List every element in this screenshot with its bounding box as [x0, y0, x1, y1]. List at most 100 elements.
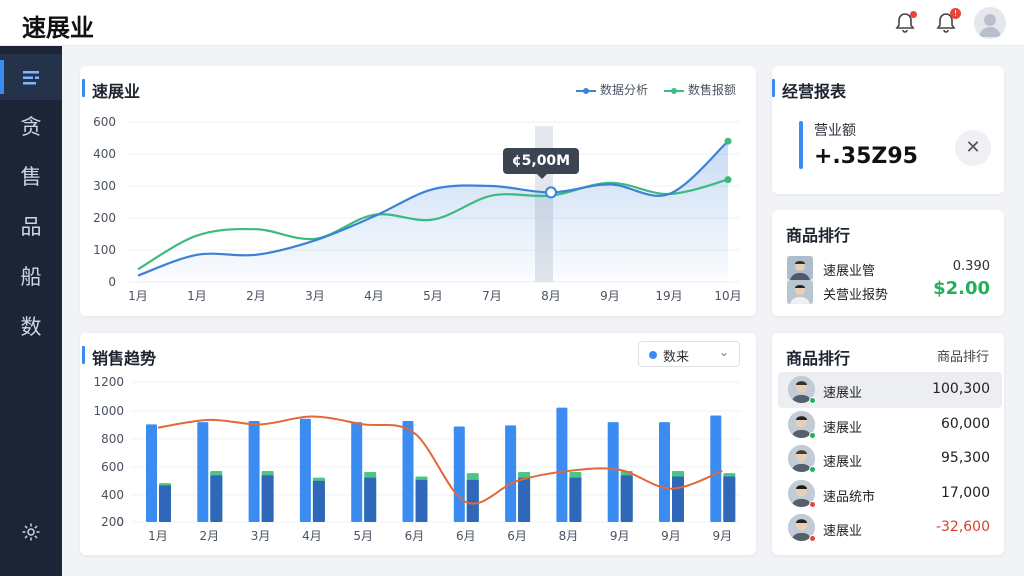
product-rank-title: 商品排行	[786, 226, 851, 245]
x-tick-label: 1月	[187, 289, 207, 303]
series-line-2	[137, 178, 729, 271]
x-tick-label: 9月	[600, 289, 620, 303]
notification-dot	[910, 11, 917, 18]
sidebar-item-dashboard[interactable]	[0, 54, 62, 100]
y-tick-label: 0	[108, 275, 116, 289]
x-tick-label: 7月	[482, 289, 502, 303]
bar-series-3	[364, 477, 377, 522]
table-row[interactable]: 速展业 60,000	[778, 407, 1002, 443]
legend-series-2[interactable]: 数售报额	[664, 81, 736, 98]
x-tick-label: 9月	[661, 529, 681, 543]
series-select[interactable]: 数来 ⌄	[638, 341, 740, 367]
x-tick-label: 2月	[246, 289, 266, 303]
bar-series-1	[248, 420, 260, 522]
row-name: 速品统市	[823, 489, 876, 505]
select-label: 数来	[663, 350, 690, 365]
status-dot	[809, 397, 816, 404]
x-tick-label: 6月	[456, 529, 476, 543]
table-row[interactable]: 速展业 -32,600	[778, 510, 1002, 546]
rank-list-title: 商品排行	[786, 349, 851, 368]
sidebar-item-5[interactable]: 数	[20, 315, 42, 339]
bar-series-1	[197, 422, 209, 522]
bar-series-1	[505, 425, 517, 522]
status-dot	[809, 535, 816, 542]
x-tick-label: 1月	[128, 289, 148, 303]
alert-bell-icon[interactable]: !	[934, 8, 961, 35]
rank-list-header: 商品排行	[937, 350, 990, 365]
bar-series-3	[518, 477, 531, 522]
list-item-name: 关营业报势	[823, 288, 889, 303]
x-tick-label: 6月	[507, 529, 527, 543]
row-value: 100,300	[932, 381, 990, 397]
sidebar-item-2[interactable]: 售	[20, 165, 42, 189]
y-tick-label: 600	[93, 115, 116, 129]
x-tick-label: 4月	[302, 529, 322, 543]
settings-icon[interactable]	[0, 508, 62, 554]
revenue-accent-bar	[799, 121, 803, 169]
bar-series-3	[159, 485, 171, 522]
bar-series-3	[620, 475, 633, 522]
report-icon	[21, 65, 41, 89]
sidebar-item-4[interactable]: 船	[20, 265, 42, 289]
row-value: -32,600	[935, 519, 990, 535]
y-tick-label: 300	[93, 179, 116, 193]
avatar	[788, 376, 816, 404]
bar-series-1	[146, 424, 157, 522]
trend-line	[157, 415, 723, 505]
list-item[interactable]: 关营业报势 $2.00	[787, 278, 992, 304]
x-tick-label: 2月	[199, 529, 219, 543]
bar-series-3	[569, 477, 582, 522]
status-dot	[809, 500, 816, 508]
sidebar-item-3[interactable]: 品	[20, 215, 42, 239]
line-chart-title: 速展业	[82, 78, 140, 102]
row-value: 95,300	[941, 450, 990, 466]
x-tick-label: 1月	[148, 529, 168, 543]
table-row[interactable]: 速展业 95,300	[778, 441, 1002, 477]
bar-series-1	[556, 407, 568, 522]
x-tick-label: 5月	[423, 289, 443, 303]
x-tick-label: 10月	[714, 289, 741, 303]
y-tick-label: 400	[93, 147, 116, 161]
list-item[interactable]: 速展业管 0.390	[787, 256, 992, 280]
report-card-title: 经营报表	[772, 78, 846, 102]
legend-swatch-blue	[576, 87, 596, 94]
bell-icon[interactable]	[893, 11, 917, 35]
status-dot	[809, 431, 816, 439]
sidebar-item-1[interactable]: 贪	[20, 115, 42, 139]
list-item-value: $2.00	[933, 278, 990, 299]
report-card	[772, 66, 1004, 194]
x-tick-label: 9月	[610, 529, 630, 543]
x-tick-label: 5月	[353, 529, 373, 543]
legend-label-1: 数据分析	[600, 83, 649, 97]
avatar	[788, 410, 816, 439]
y-tick-label: 200	[93, 211, 116, 225]
bar-series-3	[672, 476, 684, 522]
bar-series-1	[453, 426, 465, 522]
legend-label-2: 数售报额	[688, 83, 737, 97]
x-tick-label: 3月	[305, 289, 325, 303]
table-row[interactable]: 速展业 100,300	[778, 372, 1002, 408]
legend-series-1[interactable]: 数据分析	[576, 81, 648, 98]
avatar	[787, 280, 813, 304]
close-button[interactable]: ✕	[955, 130, 991, 166]
data-point-2	[724, 176, 732, 184]
y-tick-label: 100	[93, 243, 116, 257]
series-area	[138, 141, 728, 282]
bar-series-1	[299, 418, 311, 522]
bar-series-1	[710, 415, 722, 522]
y-tick-label: 800	[101, 432, 124, 446]
bar-series-3	[210, 475, 223, 522]
user-avatar[interactable]	[974, 7, 1006, 39]
row-name: 速展业	[823, 386, 863, 401]
bar-series-1	[659, 422, 670, 522]
bar-series-1	[402, 420, 414, 522]
y-tick-label: 1200	[93, 375, 124, 389]
x-tick-label: 19月	[655, 289, 682, 303]
y-tick-label: 400	[101, 488, 124, 502]
row-value: 17,000	[941, 484, 990, 501]
avatar	[787, 256, 813, 280]
sidebar: 贪 售 品 船 数	[0, 46, 62, 576]
table-row[interactable]: 速品统市 17,000	[778, 476, 1002, 512]
avatar	[788, 479, 816, 508]
